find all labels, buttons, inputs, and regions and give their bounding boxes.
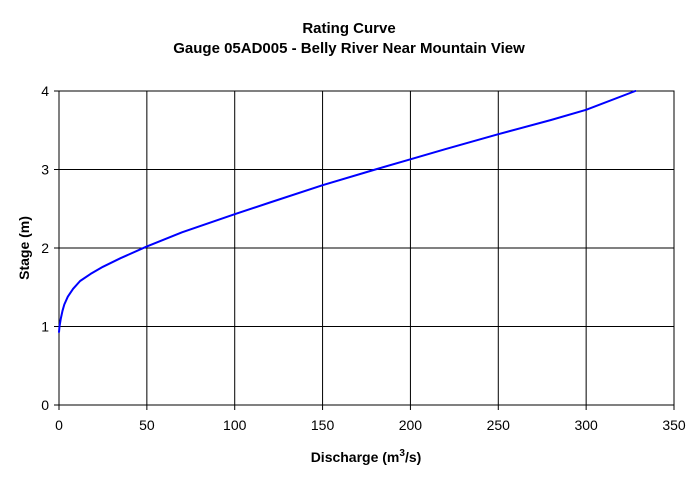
chart-title: Rating Curve (302, 20, 395, 37)
x-tick-label: 300 (574, 417, 598, 433)
y-tick-labels: 0 1 2 3 4 (41, 83, 49, 413)
x-tick-label: 350 (662, 417, 686, 433)
x-tick-label: 0 (55, 417, 63, 433)
x-tick-label: 150 (311, 417, 335, 433)
plot-frame (58, 90, 675, 406)
x-axis-label: Discharge (m3/s) (311, 448, 422, 465)
x-tick-label: 50 (139, 417, 155, 433)
x-tick-label: 100 (223, 417, 247, 433)
chart-subtitle: Gauge 05AD005 - Belly River Near Mountai… (173, 40, 525, 57)
x-tick-labels: 0 50 100 150 200 250 300 350 (55, 417, 686, 433)
x-tick-label: 250 (487, 417, 511, 433)
series-line-0 (58, 90, 637, 333)
y-tick-label: 2 (41, 240, 49, 256)
y-tick-label: 0 (41, 397, 49, 413)
x-tick-label: 200 (399, 417, 423, 433)
y-tick-label: 4 (41, 83, 49, 99)
y-tick-label: 1 (41, 319, 49, 335)
y-axis-label: Stage (m) (16, 216, 32, 280)
y-tick-label: 3 (41, 162, 49, 178)
series-group (58, 90, 637, 333)
